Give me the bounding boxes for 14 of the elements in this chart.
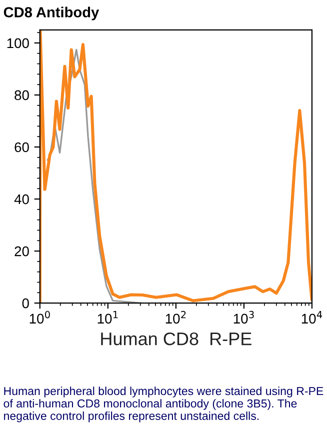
x-tick-label: 10$^{1}$ bbox=[98, 311, 118, 324]
x-axis-title: Human CD8 R-PE bbox=[101, 332, 252, 346]
x-tick-label: 10$^{0}$ bbox=[30, 310, 50, 324]
x-tick-label: 10$^{4}$ bbox=[302, 311, 322, 324]
y-tick-label: 0 bbox=[22, 298, 29, 308]
text: Human peripheral blood lymphocytes were stained using R-PE of anti-human CD8 monoclonal antibody (clone 3B5). The negative control profiles represent unstained cells. bbox=[4, 386, 324, 422]
y-tick-label: 20 bbox=[14, 246, 29, 256]
y-tick-label: 80 bbox=[14, 90, 29, 100]
y-tick-label: 60 bbox=[14, 142, 29, 152]
x-tick-label: 10$^{3}$ bbox=[234, 310, 254, 324]
chart-title: CD8 Antibody bbox=[4, 6, 100, 20]
y-tick-label: 100 bbox=[7, 38, 29, 48]
x-tick-label: 10$^{2}$ bbox=[166, 310, 186, 324]
y-tick-label: 40 bbox=[14, 194, 29, 204]
